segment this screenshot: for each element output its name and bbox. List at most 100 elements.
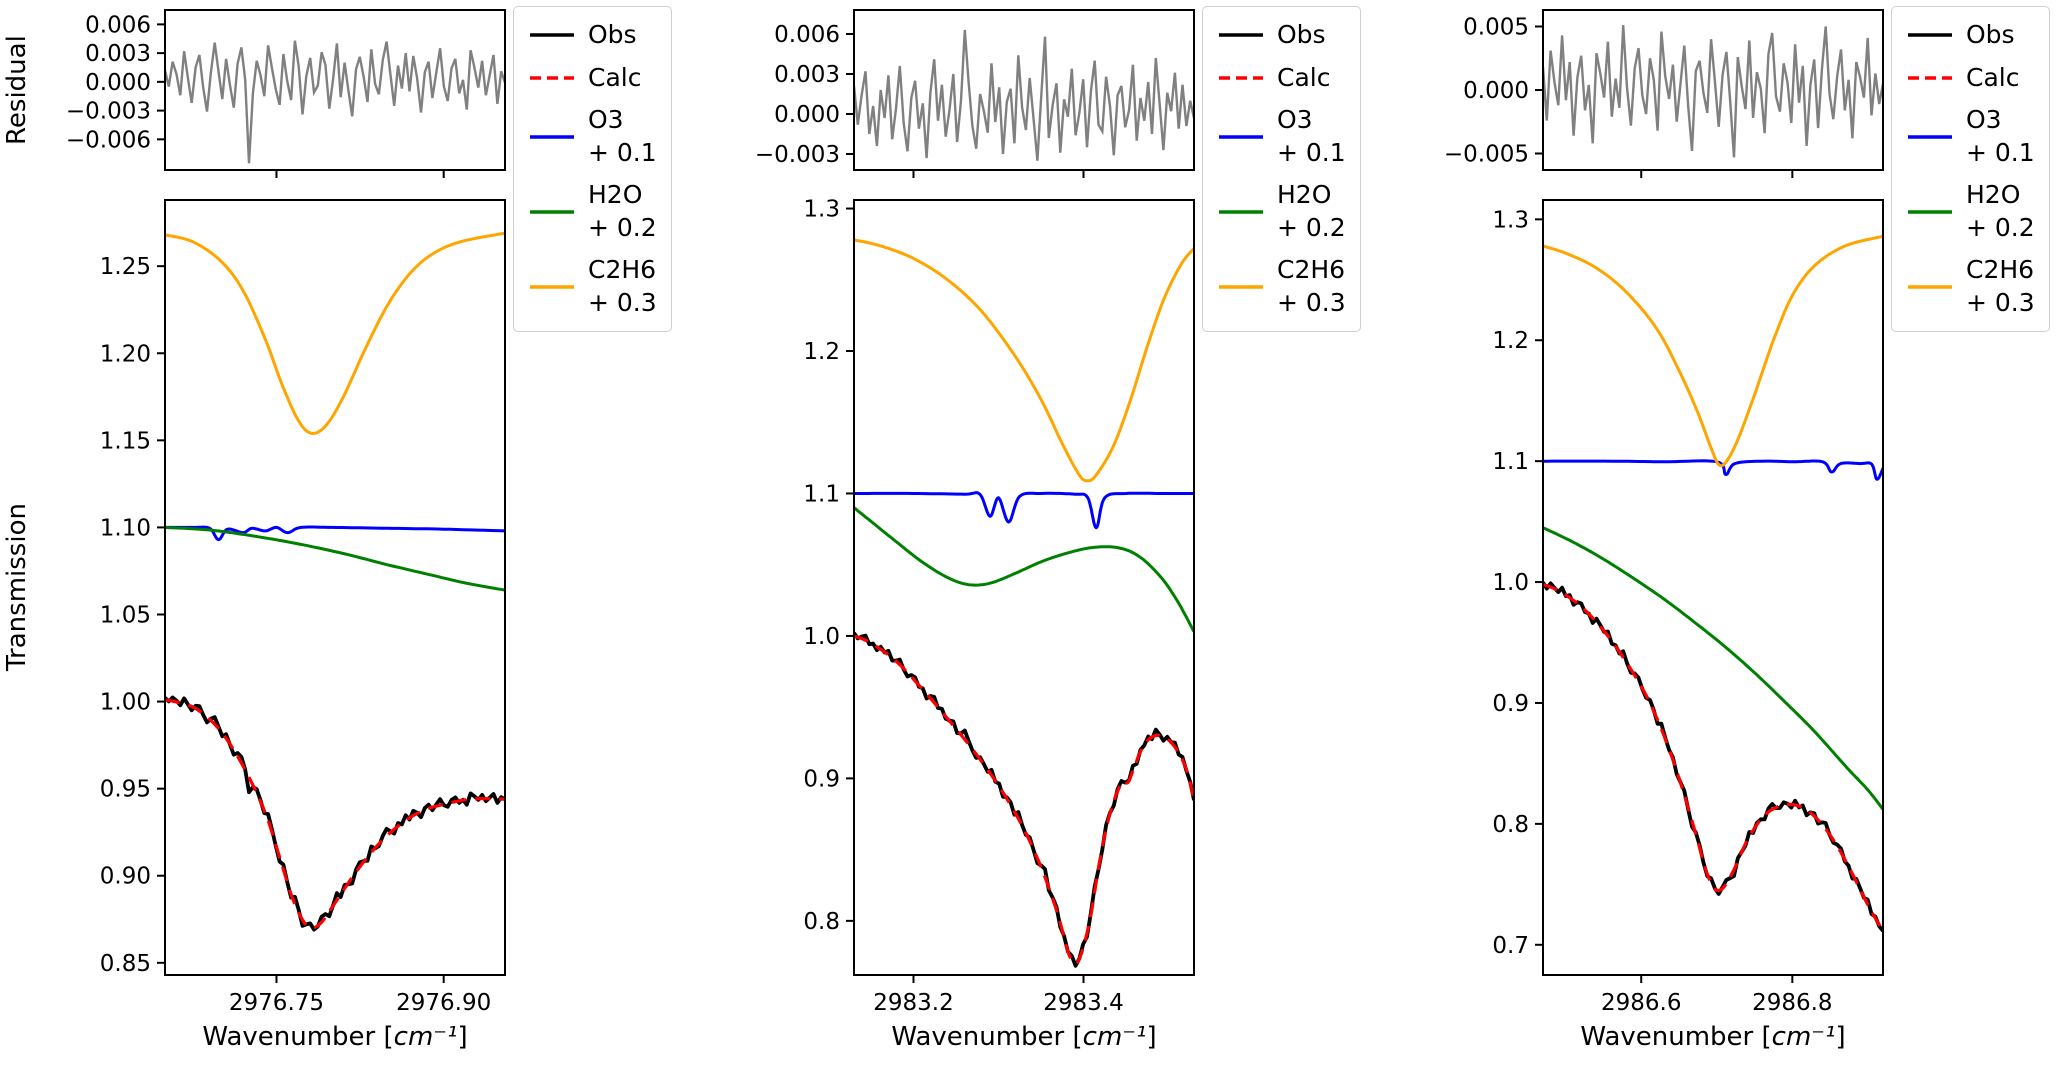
legend-line-sample-o3 — [1908, 134, 1952, 139]
y-tick-label: 0.85 — [100, 951, 151, 977]
x-tick-label: 2976.90 — [396, 990, 491, 1016]
residual-y-tick-label: −0.006 — [66, 127, 151, 153]
series-line-h2o — [165, 525, 505, 592]
y-tick-label: 0.9 — [1492, 691, 1529, 717]
legend-entry-c2h6: C2H6 + 0.3 — [1906, 254, 2035, 319]
series-line-o3 — [854, 491, 1194, 530]
legend-label-o3: O3 + 0.1 — [1277, 105, 1346, 167]
series-line-h2o — [1543, 526, 1883, 811]
x-axis-label-prefix: Wavenumber [ — [1580, 1022, 1772, 1052]
series-line-o3 — [165, 525, 505, 542]
x-axis-label-suffix: ] — [457, 1022, 468, 1052]
plot-svg-1: 0.006 0.003 0.000 −0.003−0.006 0.85 0.90 0.95 1… — [66, 9, 506, 1016]
plot-svg-2: 0.006 0.003 0.000 −0.003 0.8 0.9 1.0 1.1 1.2 1.3 2… — [755, 9, 1195, 1016]
legend-entry-calc: Calc — [1217, 62, 1346, 95]
y-tick-label: 1.2 — [803, 339, 840, 365]
main-axes — [1542, 199, 1884, 976]
residual-axes — [853, 9, 1195, 171]
series-line-obs — [1543, 581, 1883, 933]
legend-entry-h2o: H2O + 0.2 — [1217, 179, 1346, 244]
y-tick-label: 1.1 — [803, 481, 840, 507]
x-tick-label: 2983.2 — [873, 990, 953, 1016]
y-tick-label: 0.95 — [100, 777, 151, 803]
residual-line — [854, 29, 1194, 161]
residual-y-tick-label: 0.005 — [1463, 15, 1529, 41]
x-axis-label: Wavenumber [cm⁻¹] — [854, 1022, 1194, 1052]
transmission-axis-label: Transmission — [2, 503, 32, 672]
legend-label-h2o: H2O + 0.2 — [1277, 180, 1346, 242]
legend-label-h2o: H2O + 0.2 — [1966, 180, 2035, 242]
residual-y-tick-label: 0.003 — [85, 41, 151, 67]
series-line-h2o — [854, 506, 1194, 633]
panel-group-2: 0.006 0.003 0.000 −0.003 0.8 0.9 1.0 1.1 1.2 1.3 2… — [689, 0, 1378, 1065]
y-tick-label: 0.8 — [1492, 812, 1529, 838]
legend-line-sample-obs — [1908, 33, 1952, 38]
y-tick-label: 1.00 — [100, 690, 151, 716]
residual-y-tick-label: −0.003 — [755, 142, 840, 168]
x-axis-label-suffix: ] — [1146, 1022, 1157, 1052]
legend-entry-c2h6: C2H6 + 0.3 — [528, 254, 657, 319]
y-tick-label: 0.8 — [803, 909, 840, 935]
legend-entry-o3: O3 + 0.1 — [528, 104, 657, 169]
main-axes — [853, 199, 1195, 976]
legend-line-sample-h2o — [1908, 209, 1952, 214]
legend-line-sample-c2h6 — [1219, 284, 1263, 289]
legend-line-sample-obs — [1219, 33, 1263, 38]
residual-line — [165, 40, 505, 164]
series-line-c2h6 — [854, 238, 1194, 483]
legend-label-obs: Obs — [588, 20, 637, 49]
main-axes — [164, 199, 506, 976]
y-tick-label: 1.2 — [1492, 328, 1529, 354]
series-line-calc — [854, 634, 1194, 966]
legend-line-sample-o3 — [530, 134, 574, 139]
y-tick-label: 1.1 — [1492, 449, 1529, 475]
legend-entry-h2o: H2O + 0.2 — [1906, 179, 2035, 244]
residual-line — [1543, 25, 1883, 158]
residual-y-tick-label: 0.000 — [774, 102, 840, 128]
legend-line-sample-h2o — [530, 209, 574, 214]
legend: Obs Calc O3 + 0.1 H2O + 0.2 C2H6 + 0.3 — [513, 6, 672, 332]
x-axis-label-prefix: Wavenumber [ — [202, 1022, 394, 1052]
series-line-o3 — [1543, 459, 1883, 481]
y-tick-label: 0.9 — [803, 766, 840, 792]
x-axis-label-unit: cm⁻¹ — [393, 1022, 458, 1052]
residual-y-tick-label: 0.006 — [774, 22, 840, 48]
residual-y-tick-label: 0.003 — [774, 62, 840, 88]
legend-entry-c2h6: C2H6 + 0.3 — [1217, 254, 1346, 319]
x-axis-label-unit: cm⁻¹ — [1771, 1022, 1836, 1052]
y-tick-label: 1.0 — [803, 624, 840, 650]
legend-line-sample-calc — [530, 75, 574, 80]
residual-y-tick-label: −0.003 — [66, 99, 151, 125]
series-line-c2h6 — [1543, 234, 1883, 468]
y-tick-label: 0.90 — [100, 864, 151, 890]
legend-label-c2h6: C2H6 + 0.3 — [1277, 255, 1346, 317]
series-line-obs — [854, 631, 1194, 968]
legend-entry-obs: Obs — [528, 19, 657, 52]
legend-label-o3: O3 + 0.1 — [588, 105, 657, 167]
legend-label-h2o: H2O + 0.2 — [588, 180, 657, 242]
legend-entry-o3: O3 + 0.1 — [1906, 104, 2035, 169]
series-line-calc — [1543, 582, 1883, 933]
legend-label-calc: Calc — [1277, 62, 1331, 92]
y-tick-label: 0.7 — [1492, 933, 1529, 959]
residual-y-tick-label: 0.006 — [85, 12, 151, 38]
y-tick-label: 1.15 — [100, 428, 151, 454]
legend-entry-calc: Calc — [1906, 62, 2035, 95]
x-axis-label-prefix: Wavenumber [ — [891, 1022, 1083, 1052]
residual-y-tick-label: 0.000 — [85, 70, 151, 96]
y-tick-label: 1.3 — [803, 197, 840, 223]
y-tick-label: 1.20 — [100, 341, 151, 367]
legend-entry-h2o: H2O + 0.2 — [528, 179, 657, 244]
legend-label-calc: Calc — [1966, 62, 2020, 92]
legend-line-sample-calc — [1908, 75, 1952, 80]
legend: Obs Calc O3 + 0.1 H2O + 0.2 C2H6 + 0.3 — [1202, 6, 1361, 332]
legend-line-sample-o3 — [1219, 134, 1263, 139]
y-tick-label: 1.05 — [100, 602, 151, 628]
y-tick-label: 1.10 — [100, 515, 151, 541]
series-line-c2h6 — [165, 231, 505, 435]
panel-group-1: 0.006 0.003 0.000 −0.003 −0.006 0.85 0.90 0.95 1… — [0, 0, 689, 1065]
residual-y-tick-label: −0.005 — [1444, 141, 1529, 167]
legend-label-obs: Obs — [1277, 20, 1326, 49]
legend-line-sample-c2h6 — [1908, 284, 1952, 289]
